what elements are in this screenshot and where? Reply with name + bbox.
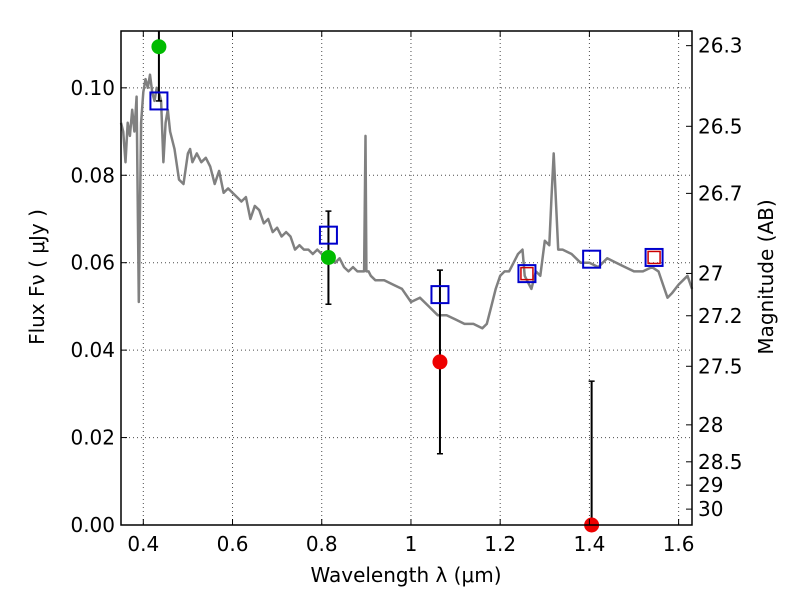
x-tick-label: 0.4 <box>127 532 159 556</box>
y-axis-label: Flux Fν ( μJy ) <box>25 209 49 345</box>
right-tick-label: 26.5 <box>698 114 743 138</box>
y-tick-label: 0.04 <box>70 338 115 362</box>
y-tick-label: 0.08 <box>70 163 115 187</box>
corrected-flux-square <box>647 250 661 265</box>
model-flux-square <box>517 264 537 284</box>
nondetection-point <box>432 354 448 370</box>
x-tick-label: 0.6 <box>217 532 249 556</box>
right-tick-label: 30 <box>698 497 723 521</box>
y-tick-label: 0.02 <box>70 426 115 450</box>
x-axis-label: Wavelength λ (μm) <box>310 563 501 587</box>
y-tick-label: 0.06 <box>70 251 115 275</box>
template-sed-line <box>119 73 694 330</box>
right-tick-label: 28 <box>698 413 723 437</box>
right-tick-label: 26.7 <box>698 181 743 205</box>
detection-point <box>320 249 336 265</box>
plot-frame <box>120 30 693 526</box>
right-tick-label: 27 <box>698 261 723 285</box>
corrected-flux-square <box>520 266 534 281</box>
y-tick-label: 0.10 <box>70 76 115 100</box>
model-flux-square <box>644 247 664 267</box>
model-flux-square <box>318 225 338 245</box>
x-tick-label: 1.6 <box>663 532 695 556</box>
axes-layer: 0.4 0.6 0.8 1 1.2 1.4 1.6 0.00 0.02 0.04 0.06 0.08 0… <box>70 30 743 556</box>
x-tick-label: 0.8 <box>306 532 338 556</box>
x-tick-label: 1 <box>405 532 418 556</box>
right-tick-label: 27.2 <box>698 304 743 328</box>
model-flux-square <box>149 91 169 111</box>
model-flux-square <box>582 249 602 269</box>
x-tick-label: 1.2 <box>484 532 516 556</box>
y-tick-label: 0.00 <box>70 513 115 537</box>
x-tick-label: 1.4 <box>573 532 605 556</box>
right-tick-label: 29 <box>698 473 723 497</box>
right-tick-label: 27.5 <box>698 354 743 378</box>
series-layer <box>119 31 694 533</box>
model-flux-square <box>430 285 450 305</box>
right-tick-label: 28.5 <box>698 450 743 474</box>
grid-lines <box>121 31 692 526</box>
detection-point <box>151 39 167 55</box>
right-tick-label: 26.3 <box>698 34 743 58</box>
y-axis-label-right: Magnitude (AB) <box>754 199 778 354</box>
